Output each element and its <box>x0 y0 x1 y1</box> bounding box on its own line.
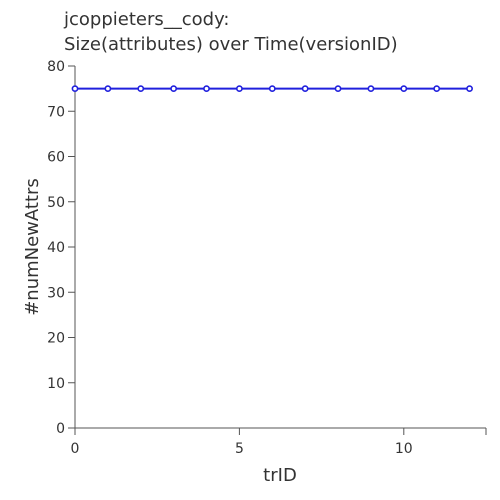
axes <box>74 66 486 429</box>
x-axis-label: trID <box>263 465 297 486</box>
data-point <box>301 85 309 93</box>
data-point <box>400 85 408 93</box>
y-tick-label: 60 <box>47 150 65 166</box>
x-ticks: 0 5 10 <box>71 428 487 457</box>
y-tick-label: 50 <box>47 195 65 211</box>
y-axis-label: #numNewAttrs <box>22 178 43 316</box>
data-point <box>203 85 210 93</box>
data-point <box>367 85 375 93</box>
data-point <box>71 85 79 93</box>
data-point <box>334 85 342 93</box>
data-point <box>104 85 112 93</box>
data-point <box>268 85 276 93</box>
data-point <box>466 85 473 93</box>
chart-title-line-2: Size(attributes) over Time(versionID) <box>64 34 398 55</box>
y-tick-label: 0 <box>56 421 65 437</box>
data-point <box>137 85 145 93</box>
y-tick-label: 80 <box>47 59 65 75</box>
series-layer <box>71 85 473 93</box>
x-tick-label: 0 <box>71 441 80 457</box>
y-ticks: 0 10 20 30 40 50 60 70 80 <box>47 59 75 437</box>
y-tick-label: 20 <box>47 331 65 347</box>
data-point <box>170 85 178 93</box>
data-point <box>433 85 441 93</box>
chart-title-line-1: jcoppieters__cody: <box>63 9 230 30</box>
y-tick-label: 30 <box>47 285 65 301</box>
y-tick-label: 70 <box>47 104 65 120</box>
x-tick-label: 10 <box>395 441 413 457</box>
y-tick-label: 10 <box>47 376 65 392</box>
x-tick-label: 5 <box>235 441 244 457</box>
data-point <box>235 85 243 93</box>
y-tick-label: 40 <box>47 240 65 256</box>
